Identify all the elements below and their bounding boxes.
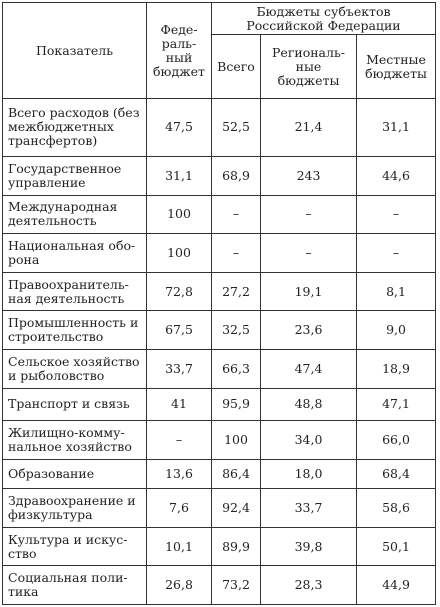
- cell-total: 52,5: [211, 98, 261, 157]
- row-label: Культура и искус- ство: [2, 526, 147, 567]
- cell-total: 73,2: [211, 565, 261, 605]
- row-label: Государственное управление: [2, 155, 147, 196]
- table-row: Национальная обо- рона 100– – –: [2, 233, 437, 273]
- cell-regional: 48,8: [260, 387, 357, 422]
- row-label: Международная деятельность: [2, 194, 147, 235]
- header-indicator: Показатель: [2, 2, 147, 99]
- table-row: Культура и искус- ство 10,1 89,9 39,8 50,1: [2, 526, 437, 567]
- cell-federal: 33,7: [146, 348, 212, 389]
- cell-regional: 47,4: [260, 348, 357, 389]
- cell-local: 44,6: [355, 155, 437, 196]
- cell-federal: 13,6: [146, 458, 212, 490]
- table-row: Международная деятельность 100– – –: [2, 194, 437, 235]
- cell-total: 95,9: [211, 387, 261, 422]
- row-label: Здравоохранение и физкультура: [2, 488, 147, 528]
- cell-regional: 243: [260, 155, 357, 196]
- table-row: Правоохранитель- ная деятельность 72,8 27,…: [2, 271, 437, 312]
- row-label: Социальная поли- тика: [2, 565, 147, 605]
- cell-regional: 39,8: [260, 526, 357, 567]
- cell-regional: 21,4: [260, 98, 357, 157]
- row-label: Образование: [2, 458, 147, 490]
- header-regional-budgets: Региональ- ные бюджеты: [260, 34, 357, 99]
- table-row: Сельское хозяйство и рыболовство 33,7 66,3…: [2, 348, 437, 389]
- cell-federal: 100: [146, 233, 212, 273]
- cell-total: 27,2: [211, 271, 261, 312]
- cell-local: 50,1: [355, 526, 437, 567]
- cell-federal: 47,5: [146, 98, 212, 157]
- cell-federal: 100: [146, 194, 212, 235]
- cell-local: 58,6: [355, 488, 437, 528]
- cell-total: –: [211, 194, 261, 235]
- cell-federal: 31,1: [146, 155, 212, 196]
- cell-regional: 34,0: [260, 420, 357, 460]
- cell-regional: 18,0: [260, 458, 357, 490]
- table-row: Социальная поли- тика 26,8 73,2 28,3 44,9: [2, 565, 437, 605]
- cell-local: 9,0: [355, 310, 437, 350]
- cell-local: 44,9: [355, 565, 437, 605]
- cell-local: 31,1: [355, 98, 437, 157]
- cell-regional: –: [260, 233, 357, 273]
- header-federal-budget: Феде- раль- ный бюджет: [146, 2, 212, 99]
- cell-total: 89,9: [211, 526, 261, 567]
- cell-local: 47,1: [355, 387, 437, 422]
- cell-total: 86,4: [211, 458, 261, 490]
- cell-federal: 10,1: [146, 526, 212, 567]
- cell-regional: 28,3: [260, 565, 357, 605]
- header-subjects-budgets: Бюджеты субъектов Российской Федерации: [210, 2, 437, 35]
- cell-total: 32,5: [211, 310, 261, 350]
- cell-federal: 26,8: [146, 565, 212, 605]
- table-row: Всего расходов (без межбюджетных трансфе…: [2, 98, 437, 157]
- cell-local: 66,0: [355, 420, 437, 460]
- row-label: Промышленность и строительство: [2, 310, 147, 350]
- cell-federal: –: [146, 420, 212, 460]
- row-label: Всего расходов (без межбюджетных трансфе…: [2, 98, 147, 157]
- table-row: Промышленность и строительство 67,5 32,5 23…: [2, 310, 437, 350]
- row-label: Транспорт и связь: [2, 387, 147, 422]
- cell-local: –: [355, 194, 437, 235]
- cell-total: –: [211, 233, 261, 273]
- header-local-budgets: Местные бюджеты: [355, 34, 437, 99]
- cell-total: 66,3: [211, 348, 261, 389]
- cell-federal: 72,8: [146, 271, 212, 312]
- table-row: Транспорт и связь 41 95,9 48,8 47,1: [2, 387, 437, 422]
- row-label: Правоохранитель- ная деятельность: [2, 271, 147, 312]
- cell-regional: 33,7: [260, 488, 357, 528]
- table-row: Образование 13,6 86,4 18,0 68,4: [2, 458, 437, 490]
- cell-total: 68,9: [211, 155, 261, 196]
- cell-federal: 67,5: [146, 310, 212, 350]
- cell-regional: 23,6: [260, 310, 357, 350]
- table-row: Жилищно-комму- нальное хозяйство –100 34,0…: [2, 420, 437, 460]
- row-label: Национальная обо- рона: [2, 233, 147, 273]
- cell-regional: 19,1: [260, 271, 357, 312]
- table-row: Государственное управление 31,1 68,9 243 44,…: [2, 155, 437, 196]
- cell-local: 18,9: [355, 348, 437, 389]
- row-label: Сельское хозяйство и рыболовство: [2, 348, 147, 389]
- cell-local: 68,4: [355, 458, 437, 490]
- cell-federal: 41: [146, 387, 212, 422]
- cell-federal: 7,6: [146, 488, 212, 528]
- cell-total: 92,4: [211, 488, 261, 528]
- cell-local: –: [355, 233, 437, 273]
- cell-regional: –: [260, 194, 357, 235]
- header-total: Всего: [211, 34, 261, 99]
- cell-total: 100: [211, 420, 261, 460]
- cell-local: 8,1: [355, 271, 437, 312]
- table-row: Здравоохранение и физкультура 7,6 92,4 33,7…: [2, 488, 437, 528]
- row-label: Жилищно-комму- нальное хозяйство: [2, 420, 147, 460]
